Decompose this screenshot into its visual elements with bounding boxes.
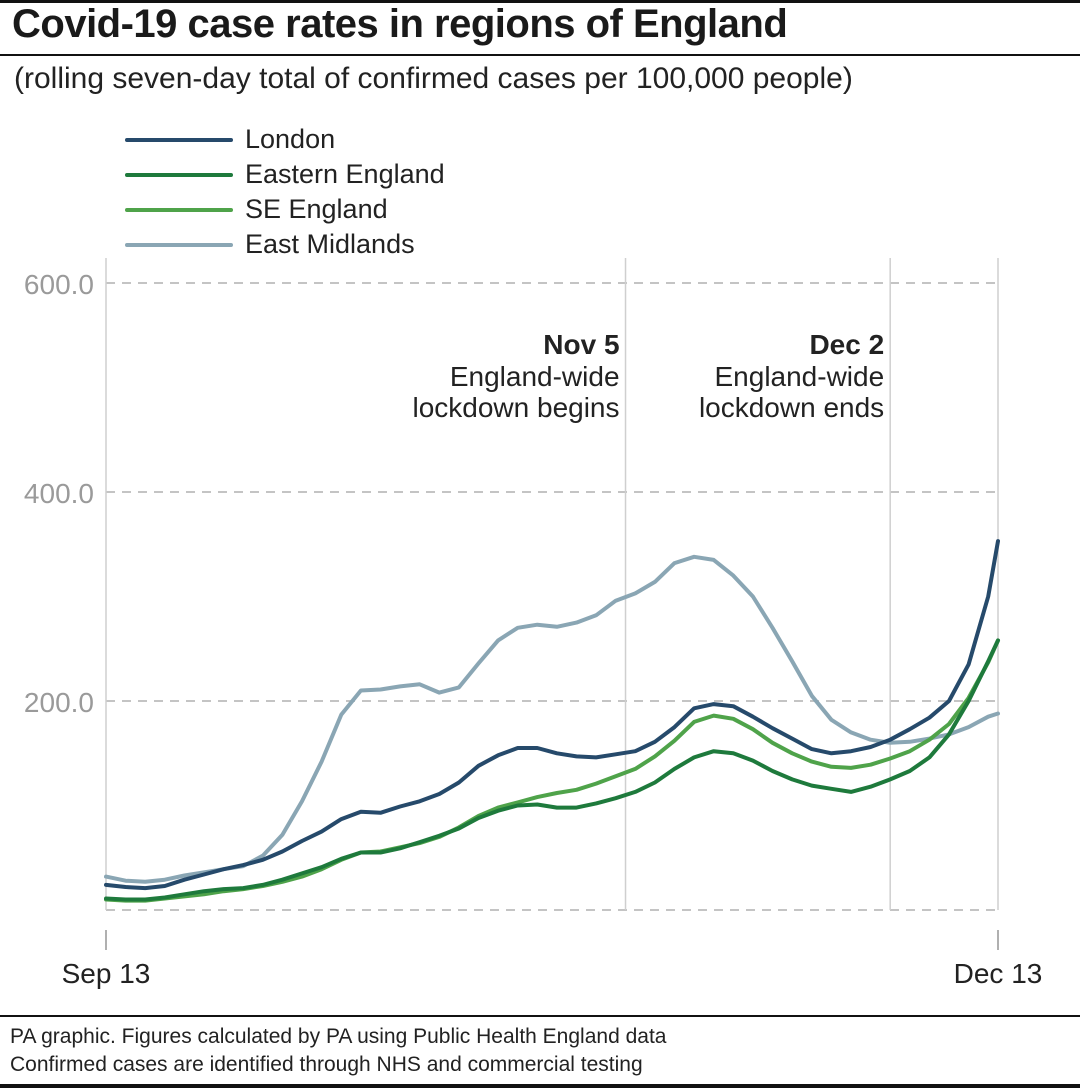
source-line-1: PA graphic. Figures calculated by PA usi… xyxy=(10,1025,667,1048)
series-line-se-england xyxy=(104,638,1000,903)
legend-swatch-london xyxy=(125,137,233,142)
series-line-eastern-england xyxy=(104,638,1000,902)
title-rule xyxy=(0,54,1080,56)
legend: London Eastern England SE England East M… xyxy=(125,122,445,262)
event-text-a-0: England-wide xyxy=(450,361,620,392)
y-tick-label-200: 200.0 xyxy=(24,687,94,718)
bottom-rule xyxy=(0,1084,1080,1088)
legend-swatch-se-england xyxy=(125,207,233,212)
legend-label-se-england: SE England xyxy=(245,194,388,224)
x-tick-label-0: Sep 13 xyxy=(62,958,151,989)
series-line-east-midlands xyxy=(104,554,1000,884)
event-text-b-0: lockdown begins xyxy=(412,392,619,423)
y-tick-label-600: 600.0 xyxy=(24,269,94,300)
legend-label-east-midlands: East Midlands xyxy=(245,229,415,259)
legend-label-eastern-england: Eastern England xyxy=(245,159,445,189)
chart-title: Covid-19 case rates in regions of Englan… xyxy=(12,2,788,46)
legend-label-london: London xyxy=(245,124,336,154)
top-rule xyxy=(0,0,1080,3)
x-tick-label-1: Dec 13 xyxy=(954,958,1043,989)
source-note: PA graphic. Figures calculated by PA usi… xyxy=(10,1023,666,1079)
axis-labels: 200.0 400.0 600.0 Sep 13 Dec 13 xyxy=(24,269,1042,989)
legend-swatch-eastern-england xyxy=(125,172,233,177)
legend-swatch-east-midlands xyxy=(125,242,233,247)
footer-rule xyxy=(0,1015,1080,1017)
series-line-london xyxy=(104,539,1000,891)
y-tick-label-400: 400.0 xyxy=(24,478,94,509)
legend-item-se-england: SE England xyxy=(125,192,445,227)
y-gridlines xyxy=(106,282,998,911)
event-text-b-1: lockdown ends xyxy=(699,392,884,423)
legend-item-london: London xyxy=(125,122,445,157)
event-text-a-1: England-wide xyxy=(715,361,885,392)
event-date-0: Nov 5 xyxy=(543,329,619,360)
event-lines xyxy=(105,258,999,910)
legend-item-eastern-england: Eastern England xyxy=(125,157,445,192)
event-date-1: Dec 2 xyxy=(809,329,884,360)
series-lines xyxy=(104,539,1000,903)
chart-subtitle: (rolling seven-day total of confirmed ca… xyxy=(14,62,853,95)
source-line-2: Confirmed cases are identified through N… xyxy=(10,1053,643,1076)
legend-item-east-midlands: East Midlands xyxy=(125,227,445,262)
